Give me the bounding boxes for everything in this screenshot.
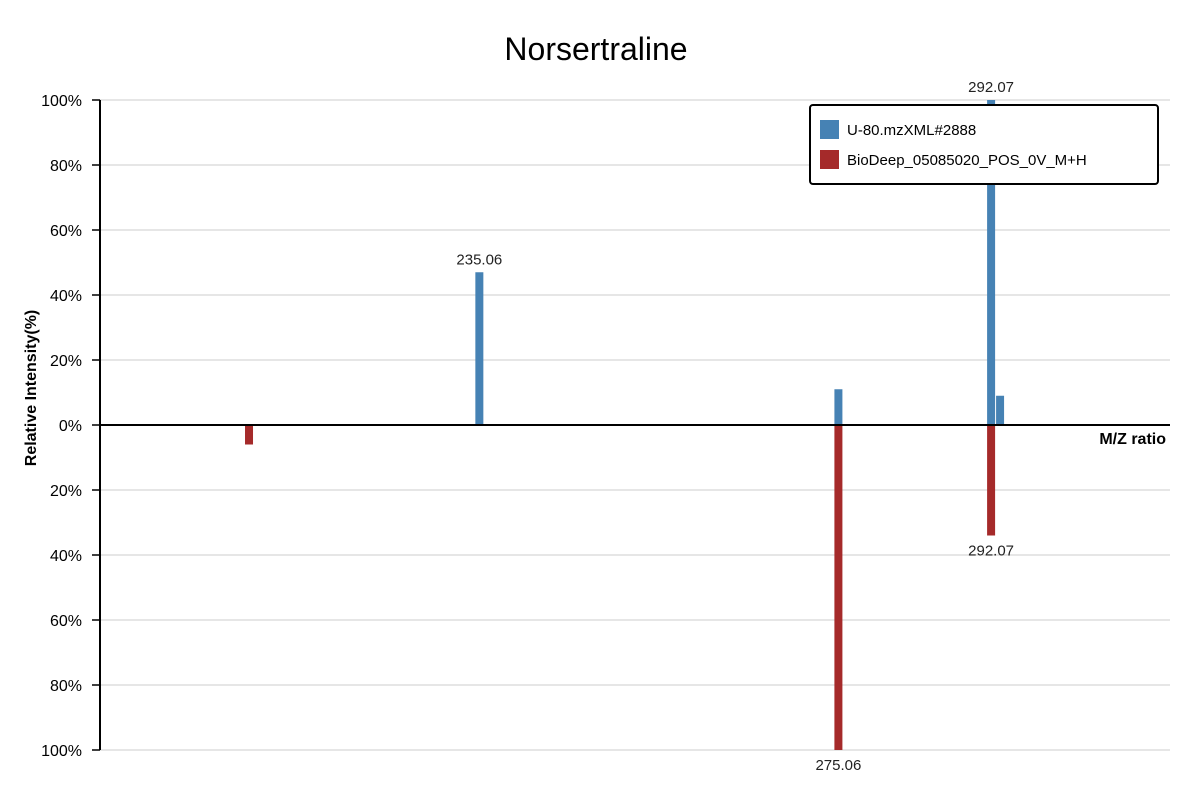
peak-label: 235.06: [456, 251, 502, 268]
peak-bar-series-1: [996, 395, 1005, 425]
y-tick-label: 20%: [50, 483, 82, 500]
peak-bar-series-2: [987, 425, 996, 536]
peak-label: 275.06: [815, 757, 861, 774]
y-tick-label: 80%: [50, 158, 82, 175]
x-axis-title: M/Z ratio: [1099, 431, 1166, 448]
grid-lines: [100, 99, 1170, 751]
y-tick-label: 0%: [59, 418, 82, 435]
y-axis-ticks: 100% 80% 60% 40% 20% 0% 20% 40% 60% 80% 100%: [41, 93, 100, 760]
peak-label: 292.07: [968, 543, 1014, 560]
y-tick-label: 40%: [50, 548, 82, 565]
y-tick-label: 60%: [50, 223, 82, 240]
peak-label: 292.07: [968, 79, 1014, 96]
legend: U-80.mzXML#2888 BioDeep_05085020_POS_0V_…: [809, 104, 1159, 185]
legend-swatch-series-1: [820, 120, 839, 139]
chart-title: Norsertraline: [504, 31, 687, 67]
legend-box: [809, 104, 1159, 185]
peak-bar-series-1: [475, 272, 484, 425]
peak-bar-series-2: [245, 425, 254, 445]
peak-bars: [245, 100, 1005, 750]
peak-bar-series-1: [987, 100, 996, 425]
y-tick-label: 20%: [50, 353, 82, 370]
y-tick-label: 80%: [50, 678, 82, 695]
y-tick-label: 60%: [50, 613, 82, 630]
legend-label-series-1: U-80.mzXML#2888: [847, 122, 976, 139]
y-tick-label: 100%: [41, 743, 82, 760]
y-tick-label: 40%: [50, 288, 82, 305]
y-tick-label: 100%: [41, 93, 82, 110]
peak-bar-series-2: [834, 425, 843, 750]
y-axis-title: Relative Intensity(%): [23, 310, 40, 466]
peak-labels: 235.06 292.07 275.06 292.07: [456, 79, 1014, 774]
peak-bar-series-1: [834, 389, 843, 425]
legend-label-series-2: BioDeep_05085020_POS_0V_M+H: [847, 152, 1087, 169]
legend-swatch-series-2: [820, 150, 839, 169]
